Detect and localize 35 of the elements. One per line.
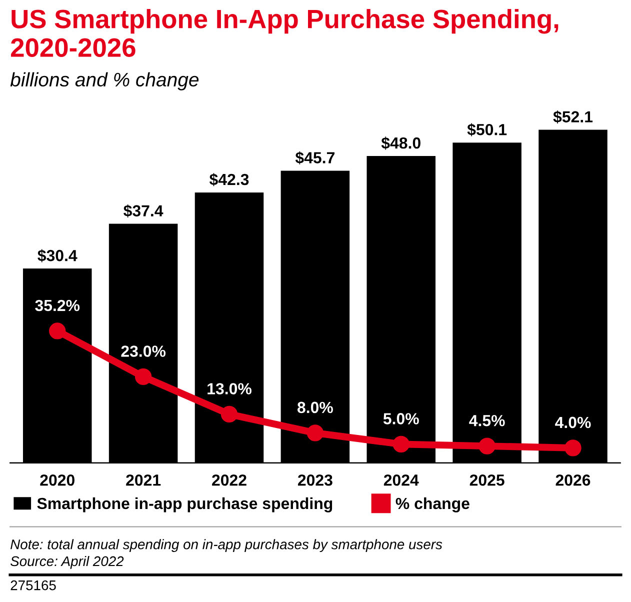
x-tick-label: 2023 — [298, 474, 332, 486]
x-tick-label: 2026 — [556, 474, 590, 486]
legend-label: % change — [396, 497, 470, 512]
data-label: $42.3 — [209, 173, 249, 186]
data-label: 35.2% — [35, 300, 80, 312]
data-label: 8.0% — [297, 402, 333, 414]
data-label: 23.0% — [121, 346, 166, 357]
data-label: $30.4 — [38, 249, 78, 262]
data-label: 5.0% — [383, 413, 419, 424]
x-tick-label: 2025 — [470, 474, 504, 486]
x-tick-label: 2020 — [40, 474, 74, 486]
point — [306, 424, 324, 442]
x-tick-label: 2024 — [384, 474, 419, 486]
chart-title: US Smartphone In-App Purchase Spending, 2020-2026 — [11, 9, 558, 57]
point — [564, 440, 582, 456]
data-label: $50.1 — [467, 123, 507, 136]
data-label: 13.0% — [208, 383, 252, 394]
data-label: 4.0% — [555, 416, 591, 428]
point — [134, 368, 152, 386]
x-tick-label: 2021 — [126, 474, 161, 486]
x-tick-label: 2022 — [212, 474, 246, 486]
text: 275165 — [10, 580, 56, 590]
chart-subtitle: billions and % change — [10, 72, 199, 90]
point — [220, 406, 238, 423]
data-label: $52.1 — [553, 110, 593, 124]
data-label: $45.7 — [295, 151, 334, 164]
legend-label: Smartphone in-app purchase spending — [37, 497, 332, 512]
point — [392, 436, 410, 453]
source-note: Source: April 2022 — [10, 556, 124, 569]
data-label: $37.4 — [124, 204, 164, 218]
point — [478, 438, 496, 454]
text: Note: total annual spending on in-app purchases by smartphone users — [10, 539, 442, 552]
point — [49, 322, 66, 340]
data-label: 4.5% — [469, 414, 505, 426]
data-label: $48.0 — [381, 136, 420, 150]
